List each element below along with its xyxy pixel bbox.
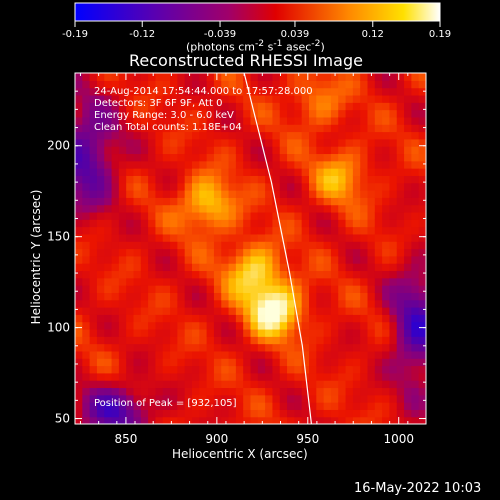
info-clean-counts: Clean Total counts: 1.18E+04 <box>94 122 242 133</box>
plot-frame <box>74 72 427 425</box>
x-tick-label: 850 <box>114 432 137 446</box>
solar-limb-layer <box>243 73 313 424</box>
heatmap-image <box>75 73 426 424</box>
colorbar-tick-label: -0.12 <box>129 29 155 40</box>
colorbar-ticks: -0.19 -0.12 -0.039 0.039 0.12 0.19 <box>62 21 451 40</box>
y-tick-label: 100 <box>47 321 70 335</box>
colorbar-units: (photons cm-2 s-1 asec-2) <box>186 38 325 54</box>
y-tick-label: 150 <box>47 230 70 244</box>
y-tick-label: 50 <box>55 412 70 426</box>
info-time-range: 24-Aug-2014 17:54:44.000 to 17:57:28.000 <box>94 86 313 97</box>
colorbar-tick-label: -0.19 <box>62 29 88 40</box>
colorbar-tick-label: -0.039 <box>204 29 236 40</box>
info-detectors: Detectors: 3F 6F 9F, Att 0 <box>94 98 223 109</box>
solar-limb-line <box>243 73 313 424</box>
colorbar-tick-label: 0.039 <box>281 29 310 40</box>
x-tick-label: 900 <box>205 432 228 446</box>
y-tick-label: 200 <box>47 139 70 153</box>
footer-date: 16-May-2022 10:03 <box>354 481 482 496</box>
info-energy-range: Energy Range: 3.0 - 6.0 keV <box>94 110 234 121</box>
y-axis-label: Heliocentric Y (arcsec) <box>29 189 43 325</box>
x-tick-label: 950 <box>296 432 319 446</box>
colorbar-tick-label: 0.19 <box>429 29 451 40</box>
axis-ticks: 850 900 950 1000 50 100 150 200 <box>47 72 427 446</box>
colorbar-gradient <box>74 2 441 22</box>
x-axis-label: Heliocentric X (arcsec) <box>172 447 308 461</box>
plot-title: Reconstructed RHESSI Image <box>129 51 363 70</box>
info-block: 24-Aug-2014 17:54:44.000 to 17:57:28.000… <box>94 86 313 134</box>
colorbar-tick-label: 0.12 <box>362 29 384 40</box>
x-tick-label: 1000 <box>383 432 414 446</box>
peak-position-label: Position of Peak = [932,105] <box>94 398 237 409</box>
